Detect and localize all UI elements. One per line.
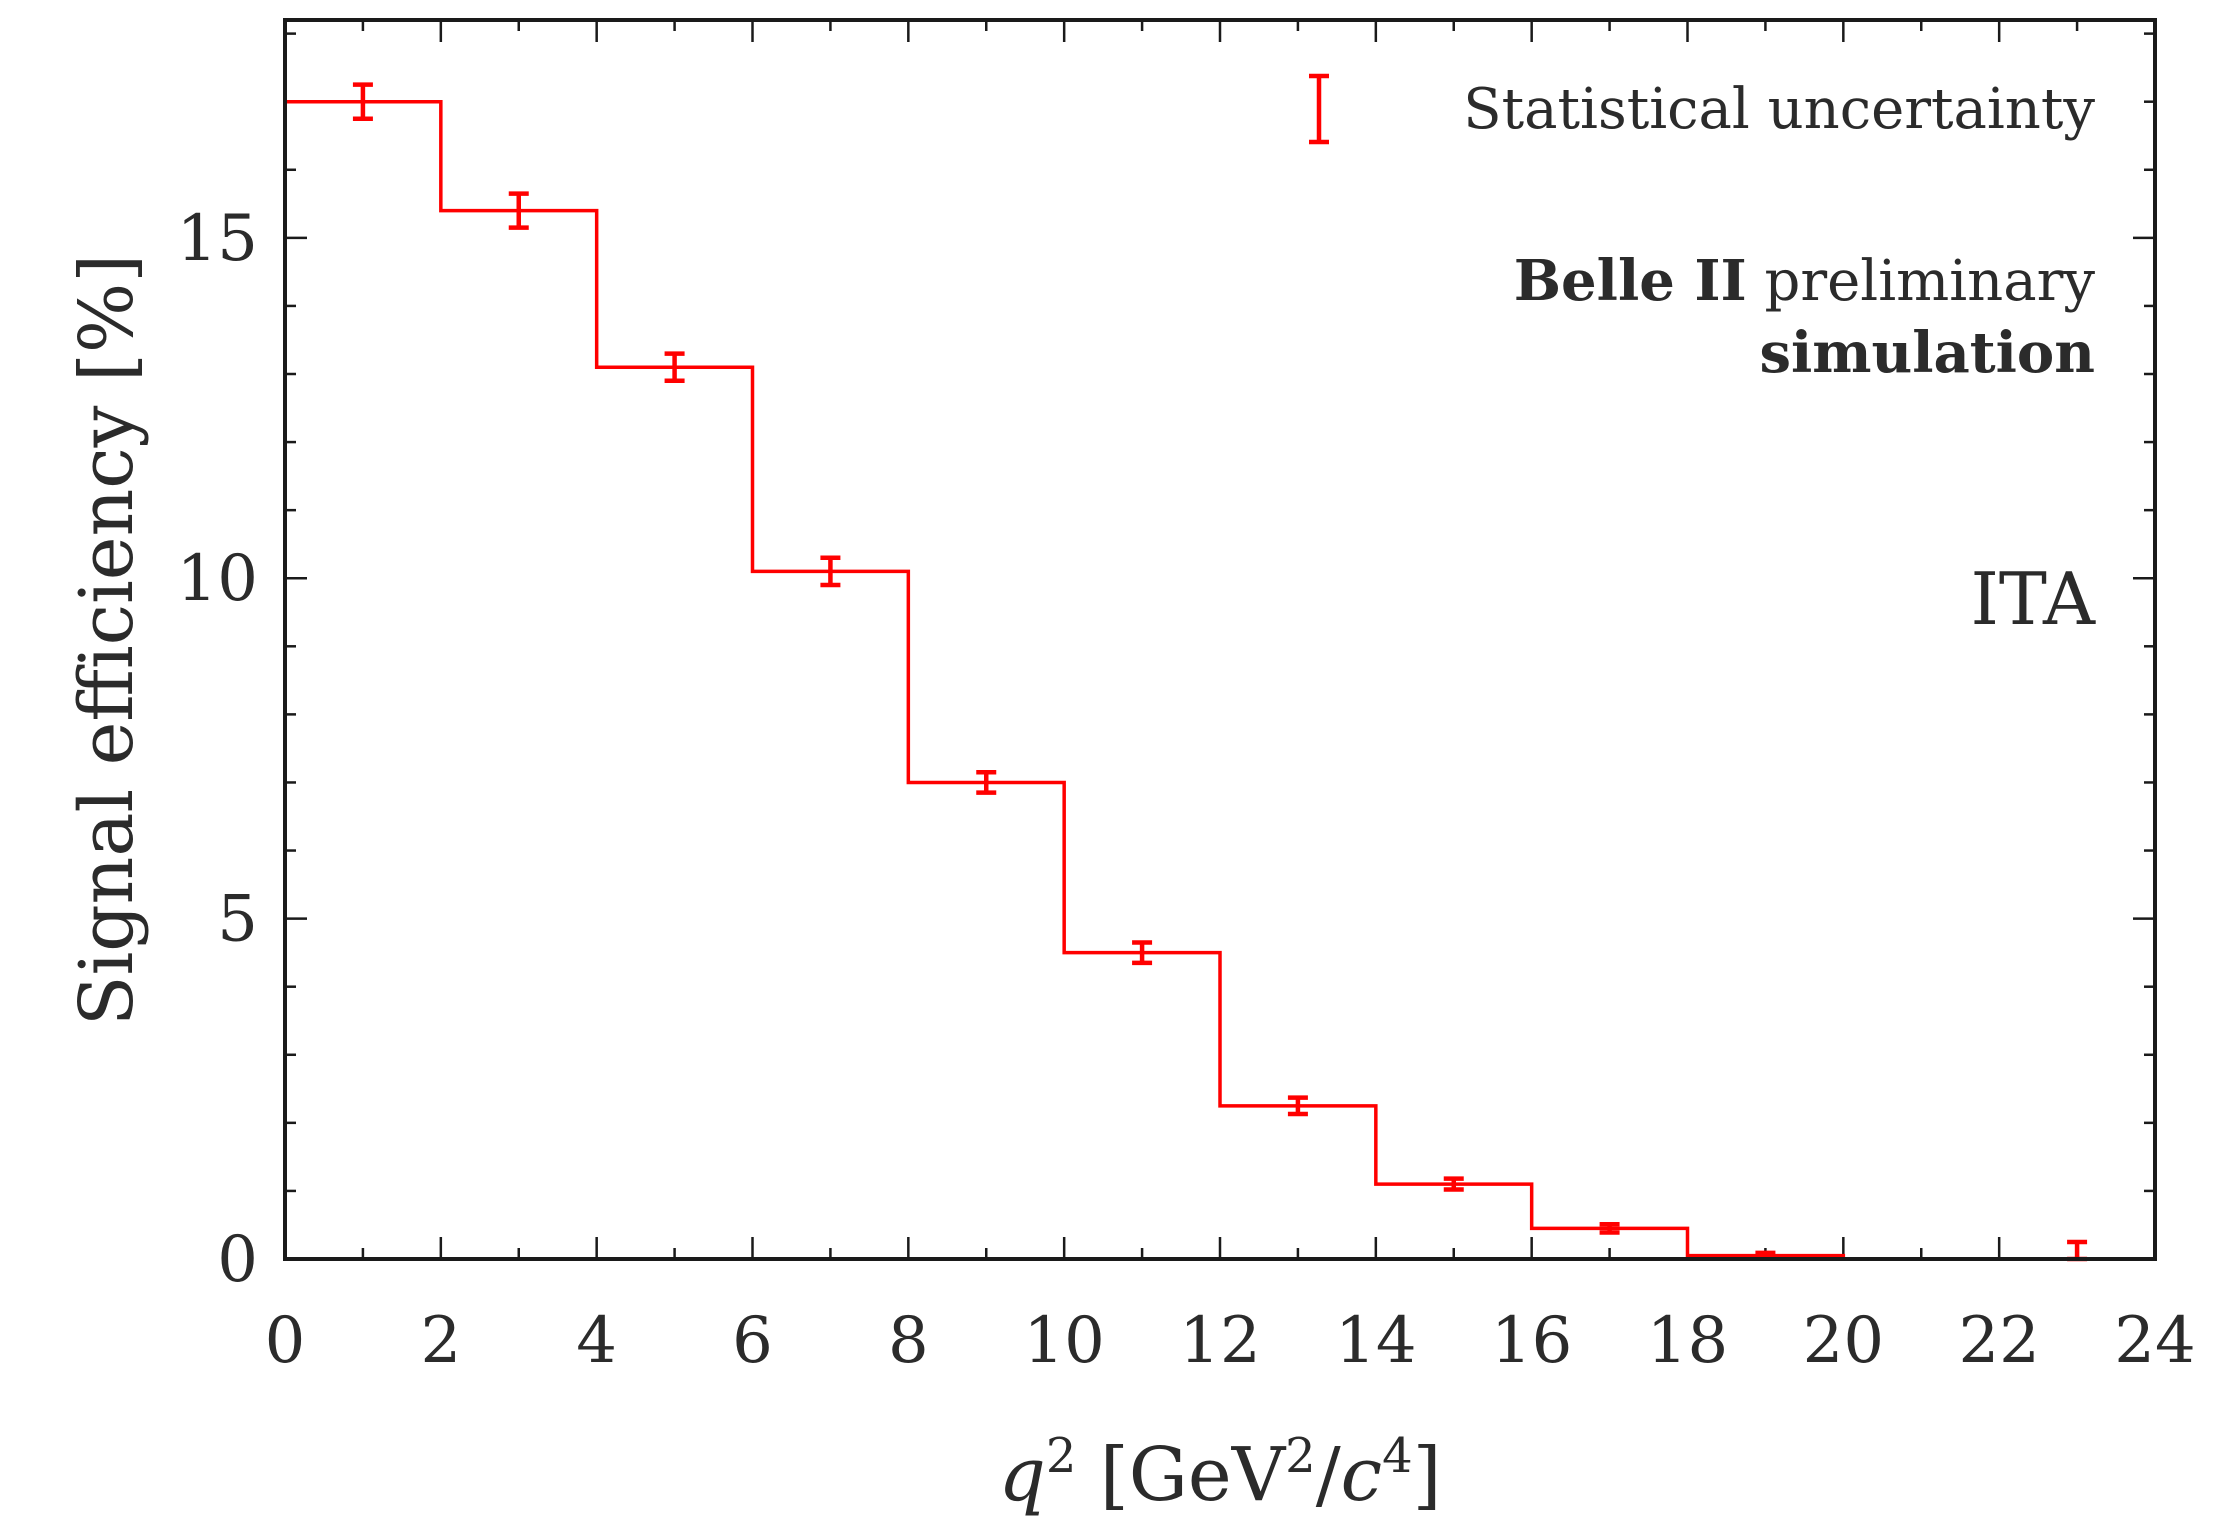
- simulation-annotation: simulation: [1759, 320, 2095, 386]
- x-tick-label: 24: [2114, 1304, 2195, 1378]
- y-axis-title: Signal efficiency [%]: [64, 254, 150, 1026]
- error-bar: [1443, 1176, 1464, 1192]
- histogram-series: [285, 99, 2155, 1261]
- error-bar: [352, 82, 373, 121]
- x-tick-label: 8: [888, 1304, 929, 1378]
- error-bar: [820, 555, 841, 588]
- x-tick-label: 0: [265, 1304, 306, 1378]
- legend: Statistical uncertainty: [1309, 73, 2095, 145]
- experiment-annotation: Belle II preliminary: [1514, 248, 2096, 314]
- error-bar: [2067, 1239, 2088, 1262]
- y-tick-label: 10: [177, 542, 258, 616]
- y-tick-label: 15: [177, 202, 258, 276]
- y-tick-labels: 0 5 10 15: [177, 202, 258, 1297]
- x-tick-label: 20: [1803, 1304, 1884, 1378]
- x-tick-label: 2: [420, 1304, 461, 1378]
- error-bar: [664, 351, 685, 384]
- x-tick-label: 18: [1647, 1304, 1728, 1378]
- x-tick-label: 14: [1335, 1304, 1416, 1378]
- x-tick-label: 22: [1958, 1304, 2039, 1378]
- x-tick-labels: 0 2 4 6 8 10 12 14 16 18 20 22 24: [265, 1304, 2196, 1378]
- error-bar: [1287, 1095, 1308, 1117]
- error-bars: [352, 82, 2088, 1262]
- error-bar: [976, 770, 997, 795]
- method-annotation: ITA: [1970, 557, 2096, 641]
- x-tick-label: 12: [1179, 1304, 1260, 1378]
- x-tick-label: 6: [732, 1304, 773, 1378]
- error-bar: [1132, 940, 1153, 966]
- error-bar: [508, 191, 529, 230]
- tick-marks: [283, 20, 2157, 1261]
- plot-frame: [283, 18, 2157, 1261]
- x-tick-label: 16: [1491, 1304, 1572, 1378]
- y-tick-label: 0: [217, 1223, 258, 1297]
- x-tick-label: 4: [576, 1304, 617, 1378]
- histogram-step-line: [285, 99, 2155, 1261]
- x-axis-title: q2 [GeV2/c4]: [998, 1428, 1441, 1518]
- y-tick-label: 5: [217, 883, 258, 957]
- x-tick-label: 10: [1023, 1304, 1104, 1378]
- error-bar: [1599, 1222, 1620, 1235]
- legend-label: Statistical uncertainty: [1463, 77, 2095, 142]
